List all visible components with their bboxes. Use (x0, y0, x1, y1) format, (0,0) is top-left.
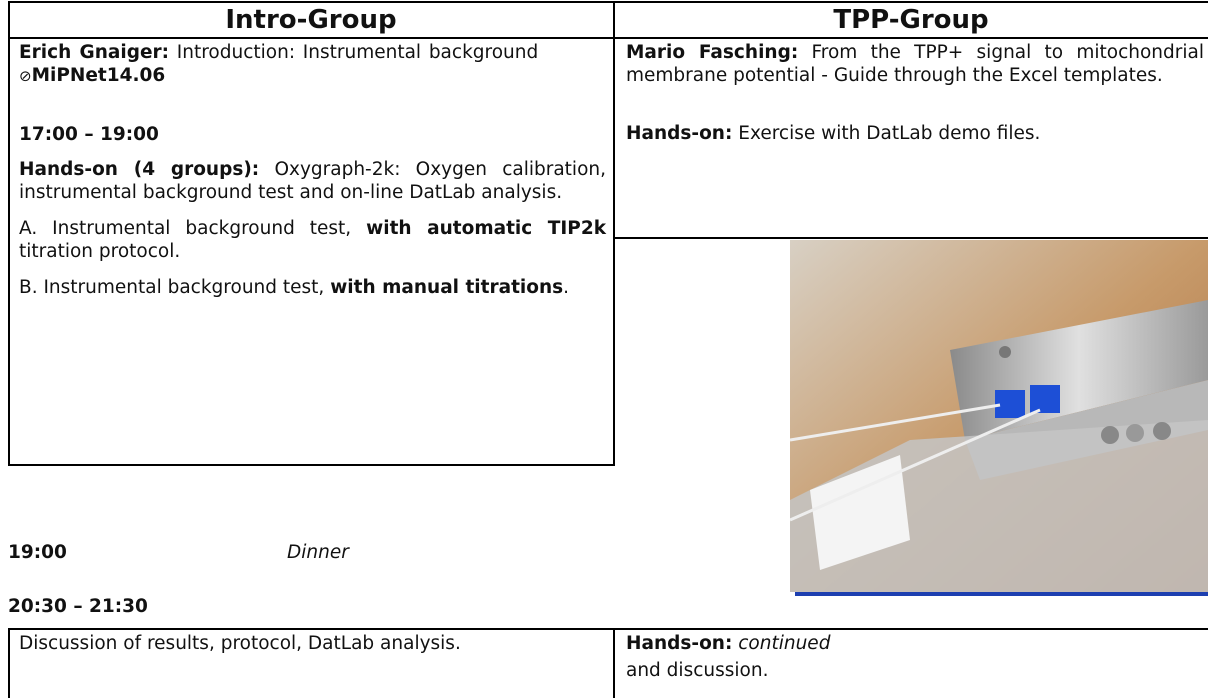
handson: Hands-on (4 groups): Oxygraph-2k: Oxygen… (19, 158, 606, 204)
handson-rest: and discussion. (626, 660, 769, 681)
speaker: Mario Fasching: (626, 42, 799, 63)
link[interactable]: MiPNet14.06 (31, 65, 166, 86)
column-divider (613, 628, 615, 698)
intro-cell-border (8, 38, 614, 466)
option-bold: with automatic TIP2k (366, 218, 606, 239)
handson-text: Oxygraph-2k: Oxygen calibration, instrum… (19, 159, 606, 203)
schedule-event: Dinner (287, 542, 349, 563)
speaker: Erich Gnaiger: (19, 42, 170, 63)
column-header: Intro-Group (225, 5, 397, 35)
photo (790, 240, 1208, 596)
bottom-row (8, 628, 1208, 698)
talk: Mario Fasching: From the TPP+ signal to … (626, 41, 1204, 87)
talk: Erich Gnaiger: Introduction: Instrumenta… (19, 42, 539, 86)
schedule-time: 20:30 – 21:30 (8, 596, 148, 617)
header-row (8, 1, 1208, 39)
handson-label: Hands-on: (626, 123, 733, 144)
handson: Hands-on: Exercise with DatLab demo file… (626, 122, 1204, 145)
option-text: A. Instrumental background test, (19, 218, 352, 239)
tpp-cell-border (614, 38, 1208, 239)
option: B. Instrumental background test, with ma… (19, 276, 606, 299)
intro-cell: Erich Gnaiger: Introduction: Instrumenta… (10, 38, 614, 299)
option-rest: . (563, 277, 570, 298)
handson-text: Exercise with DatLab demo files. (738, 123, 1041, 144)
handson-label: Hands-on: (626, 633, 733, 654)
bottom-right: Hands-on: continued and discussion. (616, 629, 1208, 682)
option-text: B. Instrumental background test, (19, 277, 325, 298)
option-rest: titration protocol. (19, 241, 181, 262)
column-divider (613, 1, 615, 466)
handson-italic: continued (738, 633, 831, 654)
tpp-cell: Mario Fasching: From the TPP+ signal to … (616, 38, 1208, 145)
option-bold: with manual titrations (330, 277, 564, 298)
column-header: TPP-Group (833, 5, 989, 35)
schedule-time: 19:00 (8, 542, 67, 563)
time: 17:00 – 19:00 (19, 124, 159, 145)
bottom-left: Discussion of results, protocol, DatLab … (19, 633, 461, 654)
talk-title: From the TPP+ signal to mitochondrial me… (626, 42, 1204, 86)
talk-title: Introduction: Instrumental background (176, 42, 539, 63)
option: A. Instrumental background test, with au… (19, 217, 606, 263)
handson-label: Hands-on (4 groups): (19, 159, 260, 180)
